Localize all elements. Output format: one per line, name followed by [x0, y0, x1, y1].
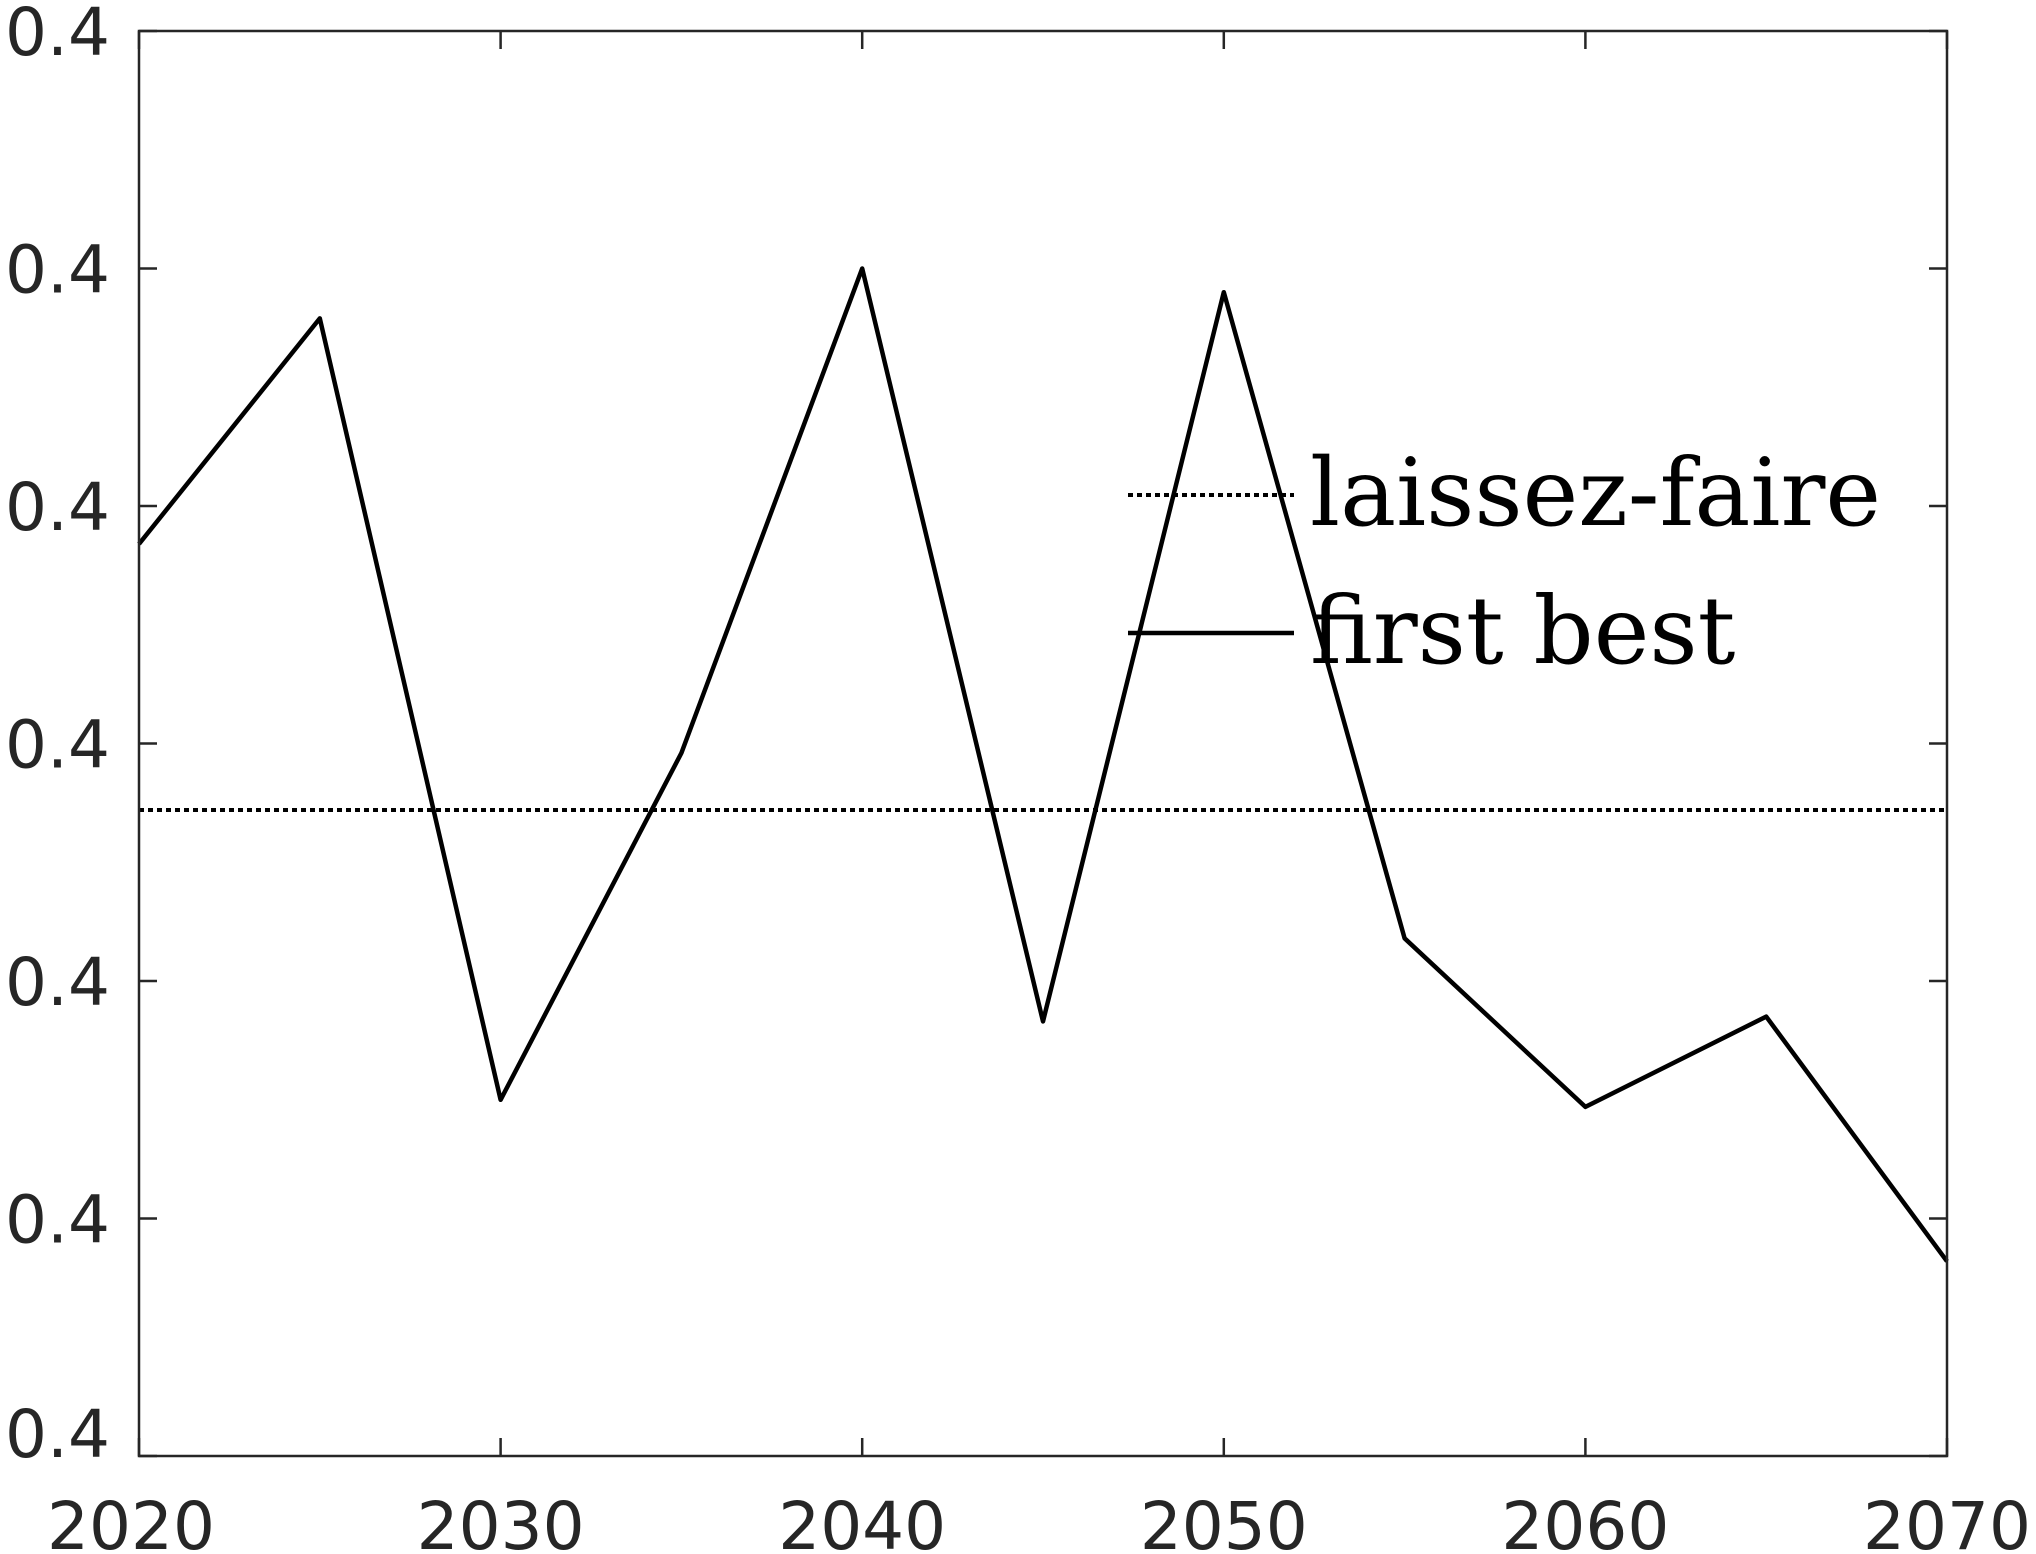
- series-layer: [137, 266, 1949, 1263]
- y-tick-label: 0.4: [5, 1182, 110, 1259]
- series-line-first-best: [137, 266, 1949, 1263]
- y-tick-label: 0.4: [5, 944, 110, 1021]
- x-tick-label: 2030: [417, 1488, 585, 1554]
- y-tick-label: 0.4: [5, 707, 110, 784]
- x-tick-label: 2040: [778, 1488, 946, 1554]
- x-tick-label: 2070: [1863, 1488, 2031, 1554]
- x-tick-label: 2020: [47, 1488, 215, 1554]
- axes-box: [137, 29, 1949, 1458]
- y-tick-label: 0.4: [5, 469, 110, 546]
- ticks-layer: [137, 29, 1949, 1458]
- x-tick-label: 2050: [1140, 1488, 1308, 1554]
- legend-label: first best: [1310, 577, 1736, 686]
- legend-label: laissez-faire: [1310, 439, 1881, 548]
- tick-labels-layer: 2020 2030 2040 2050 2060 2070 0.4 0.4 0.4 0.4 0.4 0…: [5, 0, 2031, 1554]
- y-tick-label: 0.4: [5, 0, 110, 71]
- x-tick-label: 2060: [1501, 1488, 1669, 1554]
- legend: laissez-faire first best: [1128, 439, 1881, 686]
- y-tick-label: 0.4: [5, 1396, 110, 1473]
- y-tick-label: 0.4: [5, 232, 110, 309]
